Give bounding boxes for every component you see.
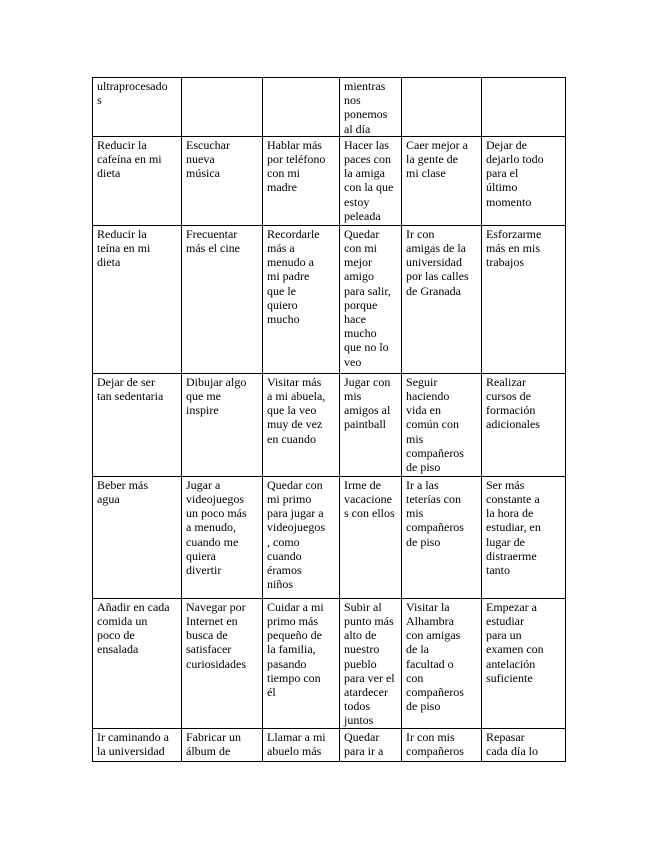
table-cell: Beber más agua	[92, 475, 182, 599]
table-cell: Dejar de ser tan sedentaria	[92, 372, 182, 477]
table-cell: Quedar con mi mejor amigo para salir, po…	[339, 224, 402, 374]
table-cell: Frecuentar más el cine	[181, 224, 263, 374]
table-cell	[262, 77, 340, 137]
table-cell: Ser más constante a la hora de estudiar,…	[481, 475, 566, 599]
table-row: Dejar de ser tan sedentaria Dibujar algo…	[92, 372, 566, 477]
table-cell: Quedar para ir a	[339, 727, 402, 762]
table-cell: Fabricar un álbum de	[181, 727, 263, 762]
table-cell: Subir al punto más alto de nuestro puebl…	[339, 597, 402, 729]
table-cell: Reducir la cafeína en mi dieta	[92, 135, 182, 226]
table-cell: Recordarle más a menudo a mi padre que l…	[262, 224, 340, 374]
table-cell: Ir a las teterías con mis compañeros de …	[401, 475, 482, 599]
table-cell: Llamar a mi abuelo más	[262, 727, 340, 762]
table-cell: Dibujar algo que me inspire	[181, 372, 263, 477]
table-cell: Dejar de dejarlo todo para el último mom…	[481, 135, 566, 226]
table-cell: Repasar cada día lo	[481, 727, 566, 762]
table-row: Beber más agua Jugar a videojuegos un po…	[92, 475, 566, 599]
table-cell: Jugar con mis amigos al paintball	[339, 372, 402, 477]
table-row: Reducir la cafeína en mi dieta Escuchar …	[92, 135, 566, 226]
table-cell: Jugar a videojuegos un poco más a menudo…	[181, 475, 263, 599]
table-cell	[181, 77, 263, 137]
table-cell: Realizar cursos de formación adicionales	[481, 372, 566, 477]
table-cell: Empezar a estudiar para un examen con an…	[481, 597, 566, 729]
table-row: Reducir la teína en mi dieta Frecuentar …	[92, 224, 566, 374]
table-cell: Ir con mis compañeros	[401, 727, 482, 762]
table-cell: mientras nos ponemos al día	[339, 77, 402, 137]
table-cell: Quedar con mi primo para jugar a videoju…	[262, 475, 340, 599]
table-cell: Caer mejor a la gente de mi clase	[401, 135, 482, 226]
table-cell: Visitar más a mi abuela, que la veo muy …	[262, 372, 340, 477]
table-cell	[481, 77, 566, 137]
table-cell: Hacer las paces con la amiga con la que …	[339, 135, 402, 226]
table-cell: Navegar por Internet en busca de satisfa…	[181, 597, 263, 729]
table-cell: Esforzarme más en mis trabajos	[481, 224, 566, 374]
table-cell: Escuchar nueva música	[181, 135, 263, 226]
table-cell: Cuidar a mi primo más pequeño de la fami…	[262, 597, 340, 729]
table-cell: Añadir en cada comida un poco de ensalad…	[92, 597, 182, 729]
table-cell: Ir caminando a la universidad	[92, 727, 182, 762]
table-cell: Visitar la Alhambra con amigas de la fac…	[401, 597, 482, 729]
table-cell: Irme de vacacione s con ellos	[339, 475, 402, 599]
table-cell	[401, 77, 482, 137]
table-cell: Ir con amigas de la universidad por las …	[401, 224, 482, 374]
table-cell: Reducir la teína en mi dieta	[92, 224, 182, 374]
table-row: Añadir en cada comida un poco de ensalad…	[92, 597, 566, 729]
table-cell: Hablar más por teléfono con mi madre	[262, 135, 340, 226]
table-cell: ultraprocesado s	[92, 77, 182, 137]
resolutions-table: ultraprocesado s mientras nos ponemos al…	[92, 77, 566, 762]
table-row: Ir caminando a la universidad Fabricar u…	[92, 727, 566, 762]
table-row: ultraprocesado s mientras nos ponemos al…	[92, 77, 566, 137]
table-cell: Seguir haciendo vida en común con mis co…	[401, 372, 482, 477]
